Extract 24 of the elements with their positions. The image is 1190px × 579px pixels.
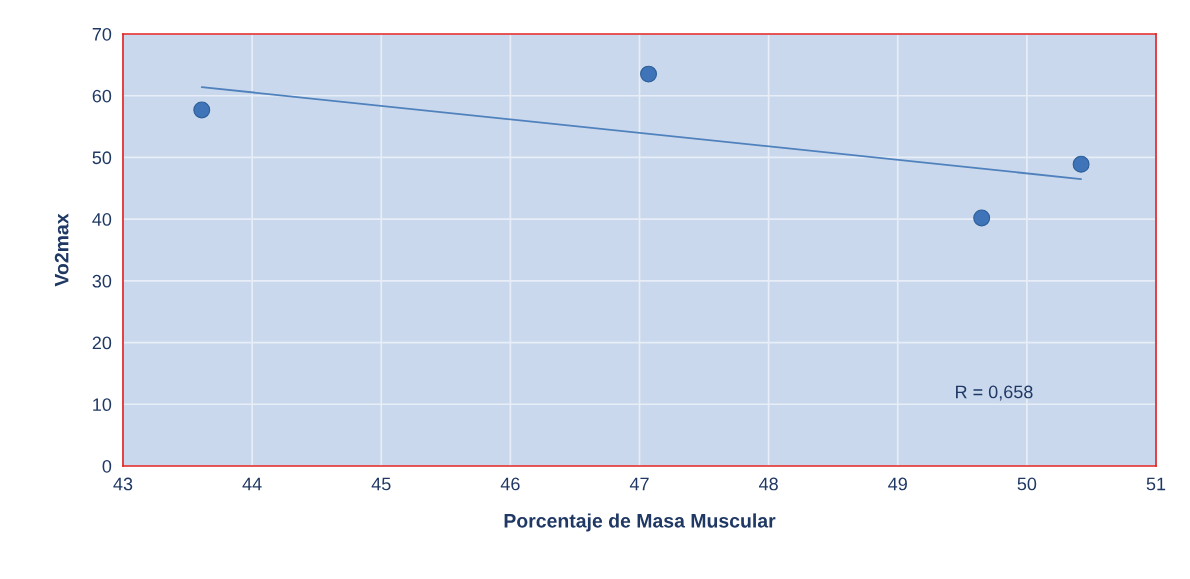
point (973, 209, 991, 227)
x-tick-label: 47 (629, 477, 649, 491)
x-tick-label: 44 (242, 477, 262, 491)
x-tick-label: 49 (888, 477, 907, 491)
x-tick-label: 50 (1017, 477, 1037, 491)
y-tick-label: 50 (92, 151, 112, 165)
y-tick-label: 0 (102, 459, 112, 473)
x-tick-label: 43 (113, 477, 133, 491)
x-tick-label: 46 (500, 477, 520, 491)
point (640, 65, 658, 83)
x-tick-label: 48 (759, 477, 778, 491)
y-tick-label: 70 (92, 27, 112, 41)
point (193, 101, 211, 119)
x-tick-label: 45 (371, 477, 391, 491)
y-tick-label: 30 (92, 274, 112, 288)
x-tick-label: 51 (1146, 477, 1166, 491)
point (1072, 155, 1090, 173)
y-tick-label: 40 (92, 213, 112, 226)
annotation: R = 0,658 (956, 385, 1033, 401)
y-axis-title: Vo2max (54, 213, 69, 287)
x-axis-title: Porcentaje de Masa Muscular (504, 513, 776, 532)
y-tick-label: 10 (93, 398, 112, 412)
y-tick-label: 20 (92, 336, 112, 350)
y-tick-label: 60 (92, 89, 112, 103)
